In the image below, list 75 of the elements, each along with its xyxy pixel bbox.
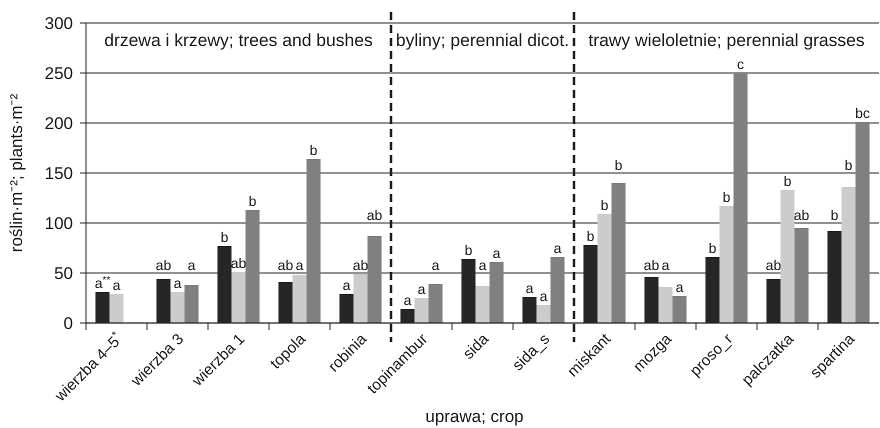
bar [414, 298, 429, 323]
bar [368, 236, 382, 323]
data-label: a [662, 257, 670, 273]
data-label: a [432, 257, 440, 273]
data-label: a [418, 281, 426, 297]
y-axis-title: roślin·m⁻²; plants·m⁻² [7, 93, 26, 252]
data-label: ab [352, 257, 368, 273]
data-label: a [112, 277, 121, 293]
data-label: a [404, 292, 412, 308]
bar [490, 262, 504, 323]
data-label: b [614, 157, 623, 173]
data-label: a [492, 245, 501, 261]
data-label: ab [278, 257, 294, 273]
data-label: a [296, 257, 304, 273]
y-tick-label: 100 [44, 214, 73, 233]
data-label: ab [366, 207, 383, 223]
data-label: ab [644, 257, 660, 273]
bar [734, 73, 748, 323]
data-label: bc [855, 105, 870, 121]
y-tick-label: 200 [44, 114, 73, 133]
y-tick-label: 150 [44, 164, 73, 183]
data-label: b [220, 229, 229, 245]
x-tick-label: sida [460, 330, 492, 363]
data-label: ab [794, 207, 810, 223]
bar [658, 287, 673, 323]
data-label: a [478, 257, 487, 273]
annotation: drzewa i krzewy; trees and bushes [104, 30, 373, 50]
data-label: c [737, 56, 744, 72]
data-label: a [174, 275, 182, 291]
data-label: ab [156, 257, 172, 273]
annotation: byliny; perennial dicot. [396, 30, 570, 50]
bar [306, 159, 321, 323]
data-label: b [464, 242, 473, 258]
data-label: a [540, 288, 548, 304]
bar [184, 285, 199, 323]
data-label: a [676, 279, 684, 295]
data-label: a [554, 240, 562, 256]
data-label: b [586, 228, 595, 244]
bar [292, 275, 307, 323]
data-label: a [342, 277, 351, 293]
data-label: b [722, 189, 731, 205]
data-label: a$^{**}$ [94, 274, 110, 291]
data-label: a [188, 257, 196, 273]
bar [246, 210, 260, 323]
bar [597, 214, 612, 323]
bar [841, 187, 856, 323]
bar [170, 292, 185, 323]
data-label: ab [766, 257, 782, 273]
bar [672, 296, 687, 323]
data-label: b [844, 157, 853, 173]
y-tick-label: 0 [64, 314, 73, 333]
data-label: b [784, 173, 792, 189]
bar [612, 183, 626, 323]
bar [856, 122, 870, 323]
y-tick-label: 50 [54, 264, 73, 283]
y-tick-label: 250 [44, 64, 73, 83]
bar [353, 274, 368, 323]
bar [794, 228, 809, 323]
data-label: b [708, 240, 717, 256]
bar [719, 206, 734, 323]
x-axis-title: uprawa; crop [425, 407, 524, 426]
data-label: b [248, 193, 257, 209]
data-label: b [830, 207, 839, 223]
bar [231, 272, 246, 323]
bar [109, 294, 124, 323]
data-label: b [310, 142, 318, 158]
data-label: a [526, 280, 534, 296]
bar [428, 284, 443, 323]
y-tick-label: 300 [44, 14, 73, 33]
bar [550, 257, 565, 323]
bar [780, 190, 795, 323]
bar [536, 305, 551, 323]
annotation: trawy wieloletnie; perennial grasses [588, 30, 865, 50]
data-label: b [600, 197, 609, 213]
bar [475, 286, 490, 323]
